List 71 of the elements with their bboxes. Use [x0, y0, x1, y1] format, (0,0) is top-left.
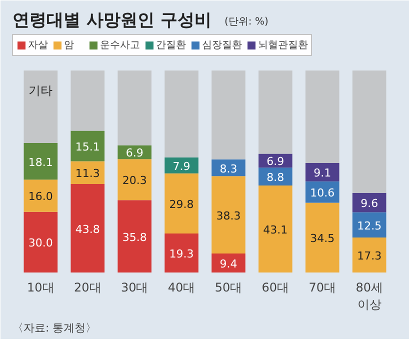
data-label: 20.3 — [122, 174, 147, 188]
bar — [70, 130, 105, 162]
bar — [212, 70, 246, 160]
data-label: 8.8 — [266, 171, 284, 184]
bar — [118, 70, 152, 146]
bar — [258, 70, 292, 154]
data-label: 29.8 — [169, 198, 194, 211]
bar — [352, 238, 386, 272]
bar — [164, 70, 198, 158]
x-tick-label: 80세 이상 — [356, 280, 383, 312]
bar — [164, 234, 198, 272]
x-tick-label: 60대 — [262, 280, 290, 294]
legend-label: 뇌혈관질환 — [258, 39, 308, 52]
bar — [70, 161, 105, 184]
data-label: 6.9 — [266, 155, 284, 168]
data-label: 43.1 — [263, 223, 288, 236]
x-tick-label: 40대 — [168, 280, 196, 294]
data-label: 15.1 — [75, 140, 100, 154]
bar — [212, 176, 246, 254]
x-tick-label: 20대 — [74, 280, 102, 294]
data-label: 9.1 — [314, 166, 332, 180]
data-label: 10.6 — [310, 186, 335, 200]
legend-label: 암 — [64, 39, 75, 52]
bar — [352, 70, 386, 193]
text: 〈자료: 통계청〉 — [12, 322, 97, 334]
x-tick-label: 70대 — [308, 280, 336, 294]
bar — [70, 184, 105, 272]
legend-label: 심장질환 — [202, 39, 242, 52]
data-label: 35.8 — [122, 230, 147, 244]
data-label: 7.9 — [172, 160, 190, 173]
legend-label: 운수사고 — [100, 39, 140, 52]
data-label: 30.0 — [28, 236, 53, 250]
data-label: 19.3 — [169, 248, 194, 261]
bar — [305, 202, 340, 272]
annotation: 기타 — [28, 84, 53, 98]
bar — [352, 212, 386, 238]
bar — [352, 192, 386, 212]
x-tick-label: 10대 — [27, 280, 54, 294]
bar — [305, 181, 340, 203]
bar — [118, 159, 152, 200]
data-label: 11.3 — [75, 167, 100, 180]
bar — [212, 254, 246, 272]
data-label: 18.1 — [28, 156, 53, 169]
bar — [70, 70, 105, 131]
bar — [258, 168, 292, 186]
legend-label: 자살 — [28, 39, 48, 52]
bar — [118, 200, 152, 272]
bar — [258, 185, 292, 272]
legend-label: 간질환 — [156, 39, 186, 52]
bar — [164, 157, 198, 174]
data-label: 38.3 — [216, 209, 241, 222]
data-label: 17.3 — [357, 250, 382, 263]
bar — [24, 143, 58, 180]
data-label: 34.5 — [310, 232, 335, 246]
data-label: 16.0 — [28, 190, 53, 204]
bar — [24, 212, 58, 272]
data-label: 9.4 — [220, 258, 238, 271]
x-tick-label: 50대 — [214, 280, 242, 294]
bar — [305, 70, 340, 164]
chart-subtitle: (단위: %) — [224, 16, 268, 28]
bar — [164, 173, 198, 234]
data-label: 8.3 — [220, 162, 238, 176]
data-label: 9.6 — [360, 197, 378, 210]
bar — [305, 163, 340, 182]
data-label: 43.8 — [75, 222, 100, 236]
bar — [24, 70, 58, 144]
data-label: 12.5 — [357, 219, 382, 232]
x-tick-label: 30대 — [120, 280, 148, 294]
bar — [24, 180, 58, 212]
data-label: 6.9 — [126, 146, 144, 160]
chart-title: 연령대별 사망원인 구성비 — [12, 10, 212, 30]
